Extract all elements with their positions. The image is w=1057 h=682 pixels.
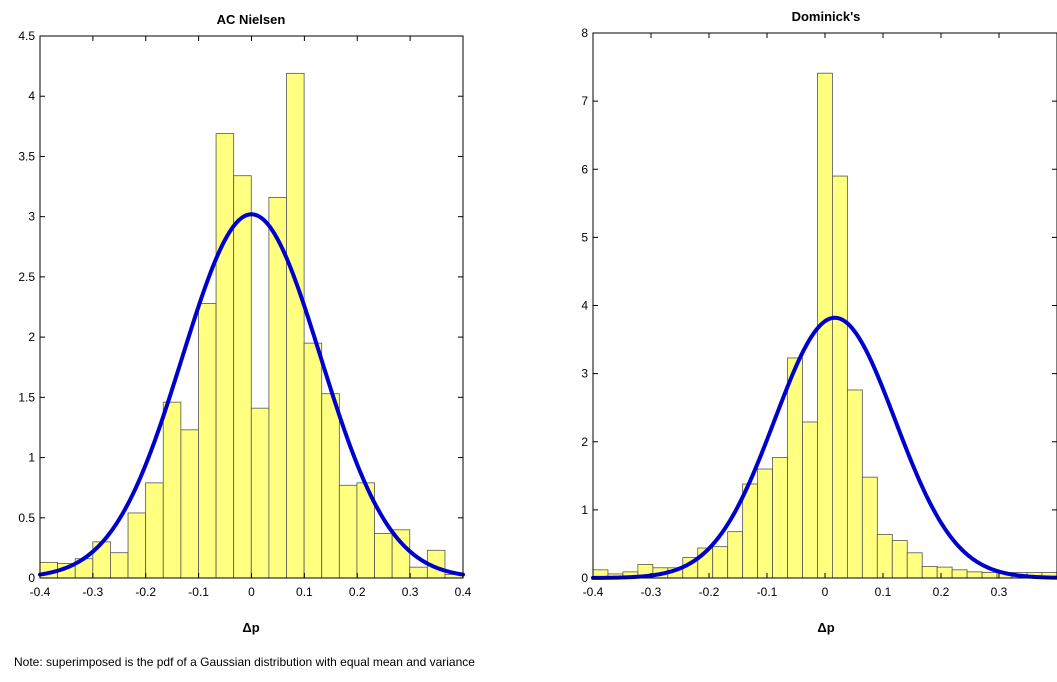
- histogram-bar: [891, 540, 908, 579]
- y-tick-label: 2: [581, 435, 588, 449]
- chart-title: AC Nielsen: [217, 12, 286, 27]
- gaussian-curve: [591, 315, 1057, 580]
- y-tick-label: 0.5: [18, 511, 35, 525]
- histogram-bar: [303, 342, 323, 579]
- histogram-bar: [233, 175, 252, 579]
- y-tick-label: 3: [581, 367, 588, 381]
- histogram-bar: [757, 468, 773, 579]
- chart-ac-nielsen: AC Nielsen -0.4 -0.3 -0.2 -0.1 0 0.1 0.2 0.3 0.4…: [18, 12, 471, 635]
- x-tick-label: 0: [248, 585, 255, 599]
- gaussian-pdf-line: [591, 315, 1057, 580]
- x-tick-label: 0: [822, 585, 829, 599]
- x-tick-label: 0.1: [296, 585, 313, 599]
- x-tick-label: -0.2: [699, 585, 720, 599]
- y-tick-label: 4: [581, 299, 588, 313]
- histogram-bar: [981, 572, 998, 579]
- histogram-bars: [592, 72, 1057, 579]
- histogram-bar: [286, 72, 305, 579]
- histogram-bar: [409, 566, 428, 579]
- histogram-bar: [876, 534, 893, 579]
- histogram-bar: [145, 482, 164, 579]
- histogram-bar: [727, 531, 744, 579]
- y-tick-label: 3: [28, 210, 35, 224]
- histogram-bar: [787, 357, 803, 579]
- x-axis-label: Δp: [817, 620, 834, 635]
- x-tick-label: -0.3: [83, 585, 104, 599]
- x-tick-label: -0.1: [757, 585, 778, 599]
- histogram-bar: [110, 552, 129, 579]
- histogram-bars: [39, 72, 463, 579]
- histogram-bar: [936, 566, 953, 579]
- y-tick-label: 1.5: [18, 390, 35, 404]
- histogram-bar: [861, 476, 878, 579]
- x-tick-label: -0.4: [30, 585, 51, 599]
- y-axis-ticks: 0 1 2 3 4 5 6 7 8: [581, 26, 1057, 585]
- histogram-bar: [180, 429, 199, 579]
- y-tick-label: 1: [28, 451, 35, 465]
- y-tick-label: 4.5: [18, 29, 35, 43]
- histogram-bar: [921, 566, 938, 579]
- histogram-bar: [906, 552, 923, 579]
- y-tick-label: 0: [581, 571, 588, 585]
- histogram-bar: [832, 175, 848, 579]
- x-tick-label: 0.2: [349, 585, 366, 599]
- histogram-bar: [198, 302, 217, 579]
- x-axis-label: Δp: [242, 620, 259, 635]
- y-tick-label: 0: [28, 571, 35, 585]
- histogram-bar: [951, 569, 968, 579]
- x-tick-label: -0.4: [583, 585, 604, 599]
- histogram-bar: [802, 421, 818, 579]
- y-tick-label: 7: [581, 94, 588, 108]
- x-tick-label: -0.2: [135, 585, 156, 599]
- histogram-bar: [162, 401, 182, 579]
- histogram-bar: [772, 457, 788, 579]
- histogram-bar: [966, 571, 983, 579]
- histogram-bar: [374, 533, 393, 579]
- gaussian-pdf-line: [38, 212, 465, 577]
- x-tick-label: 0.3: [991, 585, 1008, 599]
- x-tick-label: -0.1: [188, 585, 209, 599]
- histogram-bar: [127, 512, 147, 579]
- y-tick-label: 2.5: [18, 270, 35, 284]
- histogram-bar: [321, 393, 340, 579]
- y-tick-label: 8: [581, 26, 588, 40]
- y-tick-label: 3.5: [18, 149, 35, 163]
- histogram-bar: [712, 546, 729, 579]
- gaussian-curve: [38, 212, 465, 577]
- chart-dominicks: Dominick's -0.4 -0.3 -0.2 -0.1 0 0.1 0.2 0.3 0 1…: [581, 9, 1057, 635]
- x-tick-label: 0.1: [875, 585, 892, 599]
- y-tick-label: 6: [581, 162, 588, 176]
- x-tick-label: 0.2: [933, 585, 950, 599]
- x-axis-ticks: -0.4 -0.3 -0.2 -0.1 0 0.1 0.2 0.3 0.4: [30, 36, 472, 599]
- histogram-bar: [338, 484, 358, 579]
- y-axis-ticks: 0 0.5 1 1.5 2 2.5 3 3.5 4 4.5: [18, 29, 463, 585]
- y-tick-label: 1: [581, 503, 588, 517]
- x-axis-ticks: -0.4 -0.3 -0.2 -0.1 0 0.1 0.2 0.3: [583, 33, 1008, 599]
- histogram-bar: [215, 133, 235, 579]
- y-tick-label: 5: [581, 230, 588, 244]
- histogram-bar: [250, 407, 270, 579]
- histogram-bar: [742, 483, 759, 579]
- chart-title: Dominick's: [792, 9, 861, 24]
- y-tick-label: 2: [28, 330, 35, 344]
- x-tick-label: 0.3: [402, 585, 419, 599]
- histogram-bar: [846, 389, 863, 579]
- figure-note: Note: superimposed is the pdf of a Gauss…: [14, 655, 475, 669]
- y-tick-label: 4: [28, 89, 35, 103]
- x-tick-label: 0.4: [455, 585, 472, 599]
- x-tick-label: -0.3: [641, 585, 662, 599]
